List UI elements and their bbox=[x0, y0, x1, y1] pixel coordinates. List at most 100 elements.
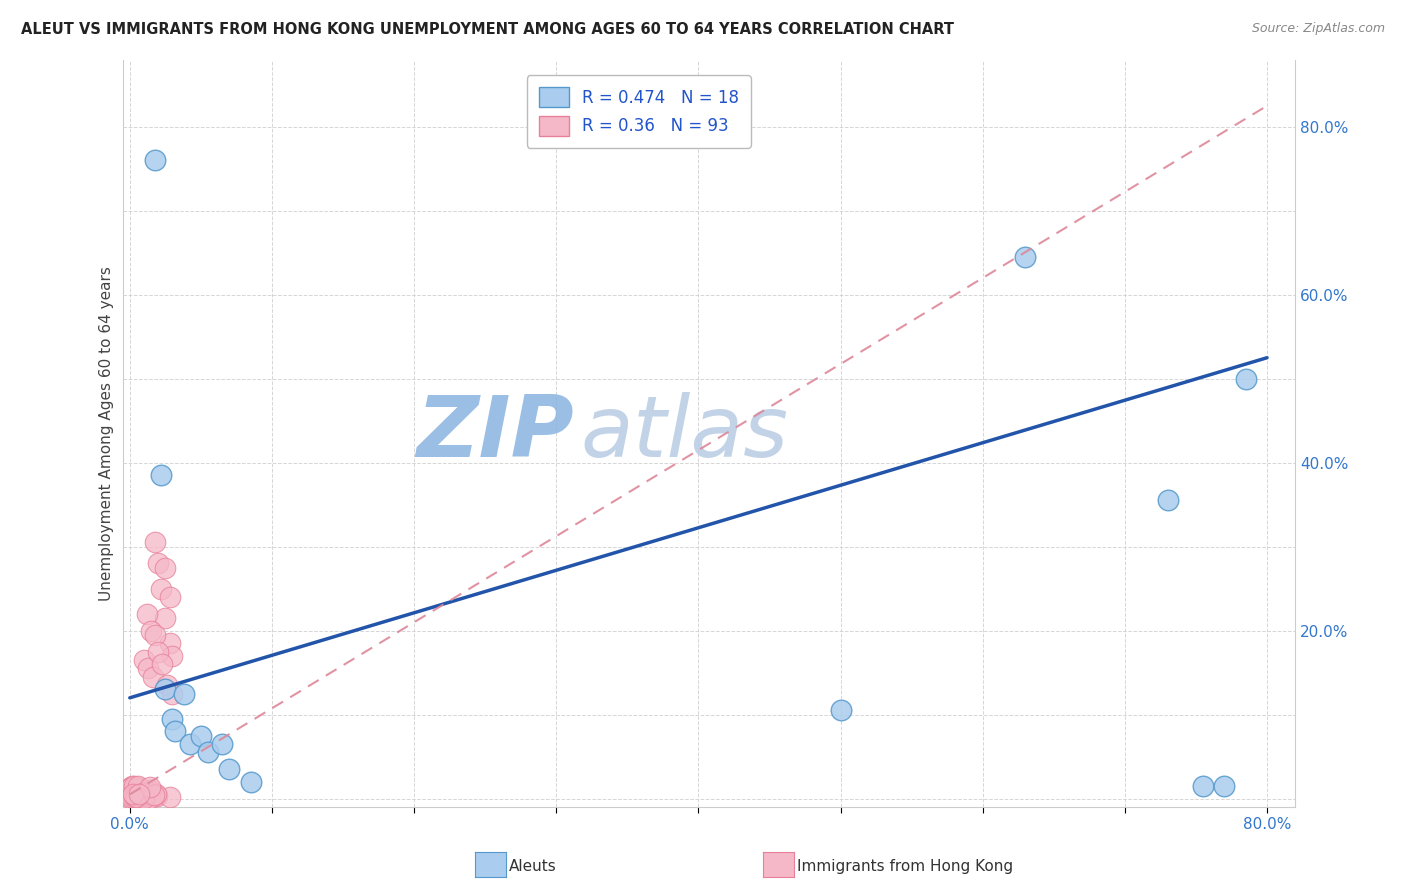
Point bbox=[118, 780, 141, 795]
Point bbox=[179, 737, 201, 751]
Point bbox=[121, 790, 143, 805]
Legend: R = 0.474   N = 18, R = 0.36   N = 93: R = 0.474 N = 18, R = 0.36 N = 93 bbox=[527, 76, 751, 148]
Point bbox=[139, 791, 162, 805]
Point bbox=[135, 607, 157, 621]
Point bbox=[197, 745, 219, 759]
Point bbox=[132, 653, 155, 667]
Point bbox=[131, 787, 153, 801]
Point bbox=[124, 787, 146, 801]
Point bbox=[146, 789, 169, 803]
Point bbox=[165, 724, 187, 739]
Point bbox=[145, 787, 167, 801]
Point bbox=[129, 790, 152, 805]
Point bbox=[127, 789, 149, 803]
Point bbox=[131, 788, 153, 802]
Point bbox=[148, 557, 170, 571]
Point bbox=[131, 790, 153, 805]
Point bbox=[128, 789, 150, 803]
Point bbox=[128, 787, 150, 801]
Text: Aleuts: Aleuts bbox=[509, 859, 557, 873]
Point bbox=[1213, 779, 1236, 793]
Point bbox=[118, 790, 141, 805]
Point bbox=[121, 779, 143, 793]
Point bbox=[145, 628, 167, 642]
Point bbox=[121, 784, 143, 798]
Point bbox=[128, 782, 150, 797]
Point bbox=[121, 789, 143, 803]
Point bbox=[134, 789, 156, 803]
Point bbox=[148, 645, 170, 659]
Point bbox=[150, 468, 173, 483]
Point bbox=[124, 790, 146, 805]
Point bbox=[1156, 493, 1178, 508]
Text: Source: ZipAtlas.com: Source: ZipAtlas.com bbox=[1251, 22, 1385, 36]
Point bbox=[127, 785, 149, 799]
Point bbox=[124, 789, 146, 804]
Point bbox=[830, 703, 852, 717]
Point bbox=[142, 789, 165, 803]
Point bbox=[139, 780, 162, 795]
Point bbox=[124, 783, 146, 797]
Point bbox=[1014, 250, 1036, 264]
Point bbox=[125, 789, 148, 804]
Point bbox=[136, 661, 159, 675]
Point bbox=[155, 611, 177, 625]
Point bbox=[239, 774, 262, 789]
Point bbox=[159, 636, 181, 650]
Point bbox=[131, 789, 153, 804]
Point bbox=[136, 784, 159, 798]
Point bbox=[122, 790, 145, 805]
Point bbox=[129, 786, 152, 800]
Point bbox=[131, 786, 153, 800]
Point bbox=[125, 785, 148, 799]
Text: ALEUT VS IMMIGRANTS FROM HONG KONG UNEMPLOYMENT AMONG AGES 60 TO 64 YEARS CORREL: ALEUT VS IMMIGRANTS FROM HONG KONG UNEMP… bbox=[21, 22, 955, 37]
Point bbox=[145, 788, 167, 802]
Point bbox=[145, 535, 167, 549]
Point bbox=[124, 789, 146, 804]
Y-axis label: Unemployment Among Ages 60 to 64 years: Unemployment Among Ages 60 to 64 years bbox=[100, 266, 114, 600]
Point bbox=[173, 687, 195, 701]
Point bbox=[211, 737, 233, 751]
Point bbox=[127, 779, 149, 793]
Point bbox=[139, 783, 162, 797]
Point bbox=[156, 678, 179, 692]
Text: atlas: atlas bbox=[581, 392, 789, 475]
Point bbox=[1192, 779, 1215, 793]
Point bbox=[135, 785, 157, 799]
Point bbox=[120, 787, 142, 801]
Point bbox=[159, 590, 181, 604]
Point bbox=[124, 790, 146, 805]
Point bbox=[143, 788, 166, 802]
Point bbox=[141, 670, 163, 684]
Point bbox=[120, 783, 142, 797]
Point bbox=[162, 712, 184, 726]
Point bbox=[120, 780, 142, 795]
Point bbox=[128, 781, 150, 796]
Point bbox=[124, 780, 146, 795]
Point bbox=[129, 780, 152, 795]
Point bbox=[120, 789, 142, 804]
Point bbox=[122, 790, 145, 805]
Point bbox=[124, 784, 146, 798]
Point bbox=[134, 785, 156, 799]
Point bbox=[135, 786, 157, 800]
Point bbox=[129, 791, 152, 805]
Point bbox=[121, 786, 143, 800]
Point bbox=[124, 789, 146, 803]
Point bbox=[127, 787, 149, 801]
Point bbox=[138, 790, 160, 805]
Point bbox=[132, 787, 155, 801]
Point bbox=[155, 682, 177, 697]
Point bbox=[139, 624, 162, 638]
Point bbox=[129, 789, 152, 803]
Point bbox=[129, 783, 152, 797]
Point bbox=[155, 560, 177, 574]
Point bbox=[122, 787, 145, 801]
Point bbox=[124, 785, 146, 799]
Text: ZIP: ZIP bbox=[416, 392, 574, 475]
Point bbox=[122, 779, 145, 793]
Point bbox=[125, 789, 148, 803]
Point bbox=[125, 790, 148, 805]
Point bbox=[131, 785, 153, 799]
Point bbox=[190, 729, 212, 743]
